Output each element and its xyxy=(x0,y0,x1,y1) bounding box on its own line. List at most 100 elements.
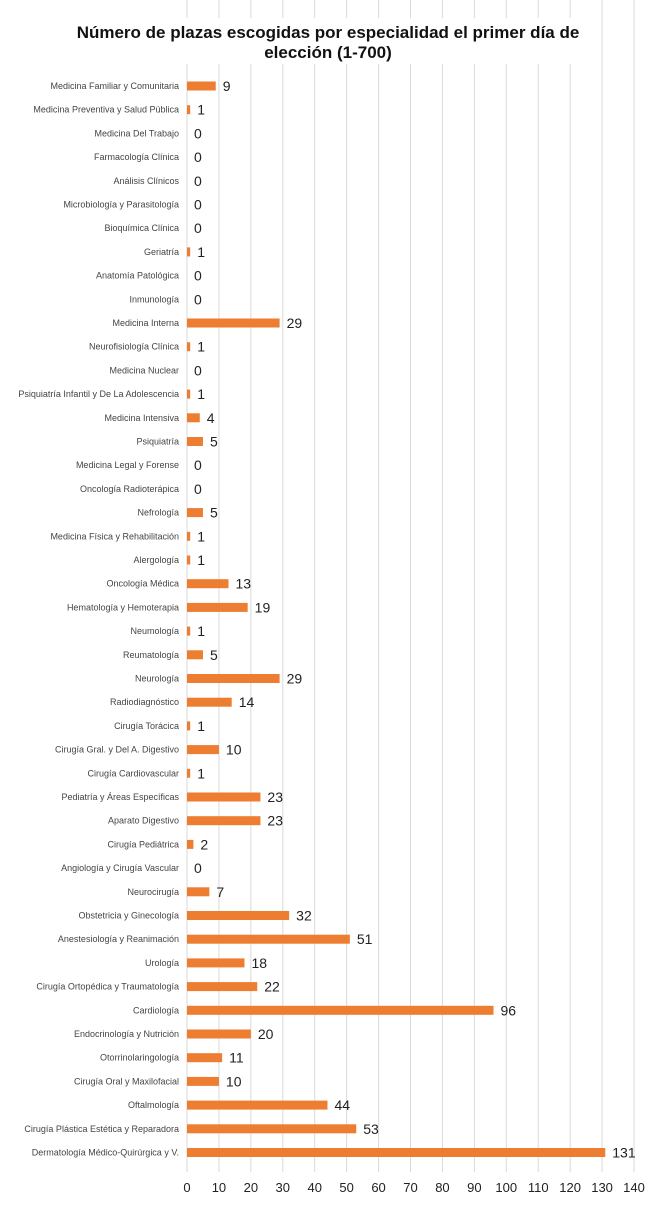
data-label: 23 xyxy=(267,813,283,829)
data-label: 0 xyxy=(194,860,202,876)
category-label: Oncología Médica xyxy=(106,579,179,589)
category-label: Pediatría y Áreas Específicas xyxy=(61,792,179,802)
data-label: 0 xyxy=(194,197,202,213)
category-label: Dermatología Médico-Quirúrgica y V. xyxy=(32,1148,179,1158)
category-label: Geriatría xyxy=(144,247,179,257)
x-tick-label: 130 xyxy=(591,1180,613,1195)
bar xyxy=(187,1076,219,1086)
bar xyxy=(187,697,232,707)
data-label: 7 xyxy=(216,884,224,900)
bar xyxy=(187,555,191,565)
data-label: 32 xyxy=(296,908,312,924)
category-label: Medicina Preventiva y Salud Pública xyxy=(33,105,179,115)
chart-title-line-2: elección (1-700) xyxy=(264,43,392,62)
category-label: Medicina Familiar y Comunitaria xyxy=(50,81,179,91)
category-label: Medicina Legal y Forense xyxy=(76,460,179,470)
category-label: Cirugía Oral y Maxilofacial xyxy=(74,1076,179,1086)
x-tick-label: 0 xyxy=(183,1180,190,1195)
data-label: 131 xyxy=(612,1145,636,1161)
bar xyxy=(187,768,191,778)
data-label: 22 xyxy=(264,979,280,995)
bar xyxy=(187,318,280,328)
bar xyxy=(187,1148,606,1157)
chart-title-line-1: Número de plazas escogidas por especiali… xyxy=(77,23,580,42)
bar xyxy=(187,911,290,920)
data-label: 53 xyxy=(363,1121,379,1137)
category-label: Cirugía Plástica Estética y Reparadora xyxy=(24,1124,179,1134)
category-label: Neurocirugía xyxy=(127,887,179,897)
bar xyxy=(187,934,350,944)
bar xyxy=(187,602,248,612)
bar xyxy=(187,792,261,802)
data-label: 0 xyxy=(194,220,202,236)
data-label: 0 xyxy=(194,481,202,497)
x-tick-label: 100 xyxy=(495,1180,517,1195)
x-tick-label: 50 xyxy=(339,1180,353,1195)
category-label: Cirugía Ortopédica y Traumatología xyxy=(36,982,179,992)
bar xyxy=(187,816,261,826)
category-label: Nefrología xyxy=(137,508,179,518)
category-label: Oncología Radioterápica xyxy=(80,484,179,494)
bar xyxy=(187,508,203,518)
data-label: 29 xyxy=(287,315,303,331)
data-label: 20 xyxy=(258,1026,274,1042)
x-tick-label: 80 xyxy=(435,1180,449,1195)
category-label: Inmunología xyxy=(129,294,179,304)
bar xyxy=(187,1005,494,1015)
data-label: 1 xyxy=(197,623,205,639)
x-axis-ticks: 0 10 20 30 40 50 60 70 80 90 100 110 120 130 140 xyxy=(183,1180,644,1195)
category-label: Cardiología xyxy=(133,1005,179,1015)
bar xyxy=(187,1124,357,1134)
bar xyxy=(187,105,191,115)
data-label: 0 xyxy=(194,149,202,165)
data-label: 5 xyxy=(210,434,218,450)
category-label: Cirugía Gral. y Del A. Digestivo xyxy=(55,745,179,755)
category-label: Medicina Interna xyxy=(112,318,179,328)
x-tick-label: 70 xyxy=(403,1180,417,1195)
bar xyxy=(187,650,203,660)
bar xyxy=(187,247,191,257)
data-label: 1 xyxy=(197,244,205,260)
data-label: 4 xyxy=(207,410,215,426)
category-label: Farmacología Clínica xyxy=(94,152,179,162)
chart-title: Número de plazas escogidas por especiali… xyxy=(70,18,590,64)
x-tick-label: 40 xyxy=(307,1180,321,1195)
data-label: 44 xyxy=(334,1097,350,1113)
data-label: 5 xyxy=(210,647,218,663)
data-label: 5 xyxy=(210,505,218,521)
bar xyxy=(187,81,216,91)
category-label: Cirugía Torácica xyxy=(114,721,179,731)
category-label: Psiquiatría xyxy=(136,437,179,447)
data-label: 1 xyxy=(197,552,205,568)
data-label: 2 xyxy=(200,836,208,852)
bar xyxy=(187,1100,328,1110)
category-label: Cirugía Cardiovascular xyxy=(87,768,179,778)
data-label: 1 xyxy=(197,765,205,781)
data-label: 1 xyxy=(197,386,205,402)
data-label: 23 xyxy=(267,789,283,805)
x-tick-label: 20 xyxy=(244,1180,258,1195)
category-label: Angiología y Cirugía Vascular xyxy=(61,863,179,873)
category-label: Hematología y Hemoterapia xyxy=(67,602,179,612)
bar xyxy=(187,1053,223,1063)
bar xyxy=(187,982,258,992)
data-label: 0 xyxy=(194,457,202,473)
bar xyxy=(187,1029,251,1039)
category-label: Anestesiología y Reanimación xyxy=(58,934,179,944)
bar xyxy=(187,579,229,589)
value-labels: 9100000100291014500511131915291411012323… xyxy=(194,78,636,1161)
category-label: Microbiología y Parasitología xyxy=(63,200,179,210)
category-label: Psiquiatría Infantil y De La Adolescenci… xyxy=(18,389,179,399)
x-tick-label: 140 xyxy=(623,1180,645,1195)
x-tick-label: 110 xyxy=(528,1180,549,1195)
data-label: 1 xyxy=(197,102,205,118)
bar xyxy=(187,887,210,897)
bar xyxy=(187,674,280,683)
category-label: Reumatología xyxy=(123,650,179,660)
bars xyxy=(187,81,606,1157)
data-label: 29 xyxy=(287,671,303,687)
data-label: 1 xyxy=(197,718,205,734)
data-label: 10 xyxy=(226,742,242,758)
data-label: 1 xyxy=(197,528,205,544)
